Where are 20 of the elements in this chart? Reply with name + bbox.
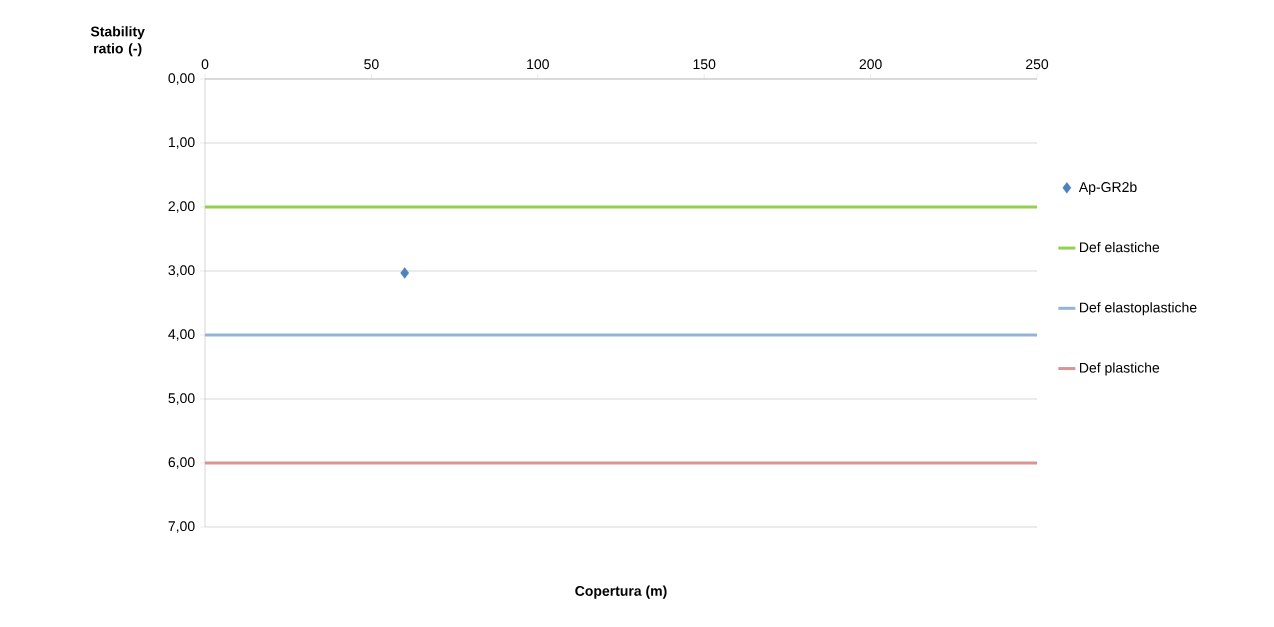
y-tick-label: 6,00 (168, 457, 195, 469)
y-tick-label: 3,00 (168, 265, 195, 277)
x-tick-label: 100 (527, 59, 549, 70)
legend-label: Def elastoplastiche (1080, 302, 1197, 316)
y-tick-label: 7,00 (168, 521, 195, 533)
x-tick-label: 50 (364, 59, 379, 70)
x-tick-label: 250 (1026, 59, 1049, 70)
legend-label: Ap-GR2b (1078, 181, 1137, 195)
y-tick-label: 5,00 (168, 393, 195, 405)
x-axis-title: Copertura (m) (575, 585, 667, 599)
x-tick-label: 0 (201, 59, 209, 70)
y-tick-label: 4,00 (168, 329, 195, 341)
y-tick-label: 1,00 (168, 137, 195, 149)
legend-label: Def plastiche (1080, 362, 1160, 376)
x-tick-label: 150 (693, 59, 716, 70)
y-tick-label: 0,00 (168, 73, 195, 85)
x-tick-label: 200 (859, 59, 882, 70)
y-tick-label: 2,00 (168, 201, 195, 213)
y-axis-title: Stability ratio (-) (90, 26, 145, 57)
legend-label: Def elastiche (1080, 241, 1160, 253)
